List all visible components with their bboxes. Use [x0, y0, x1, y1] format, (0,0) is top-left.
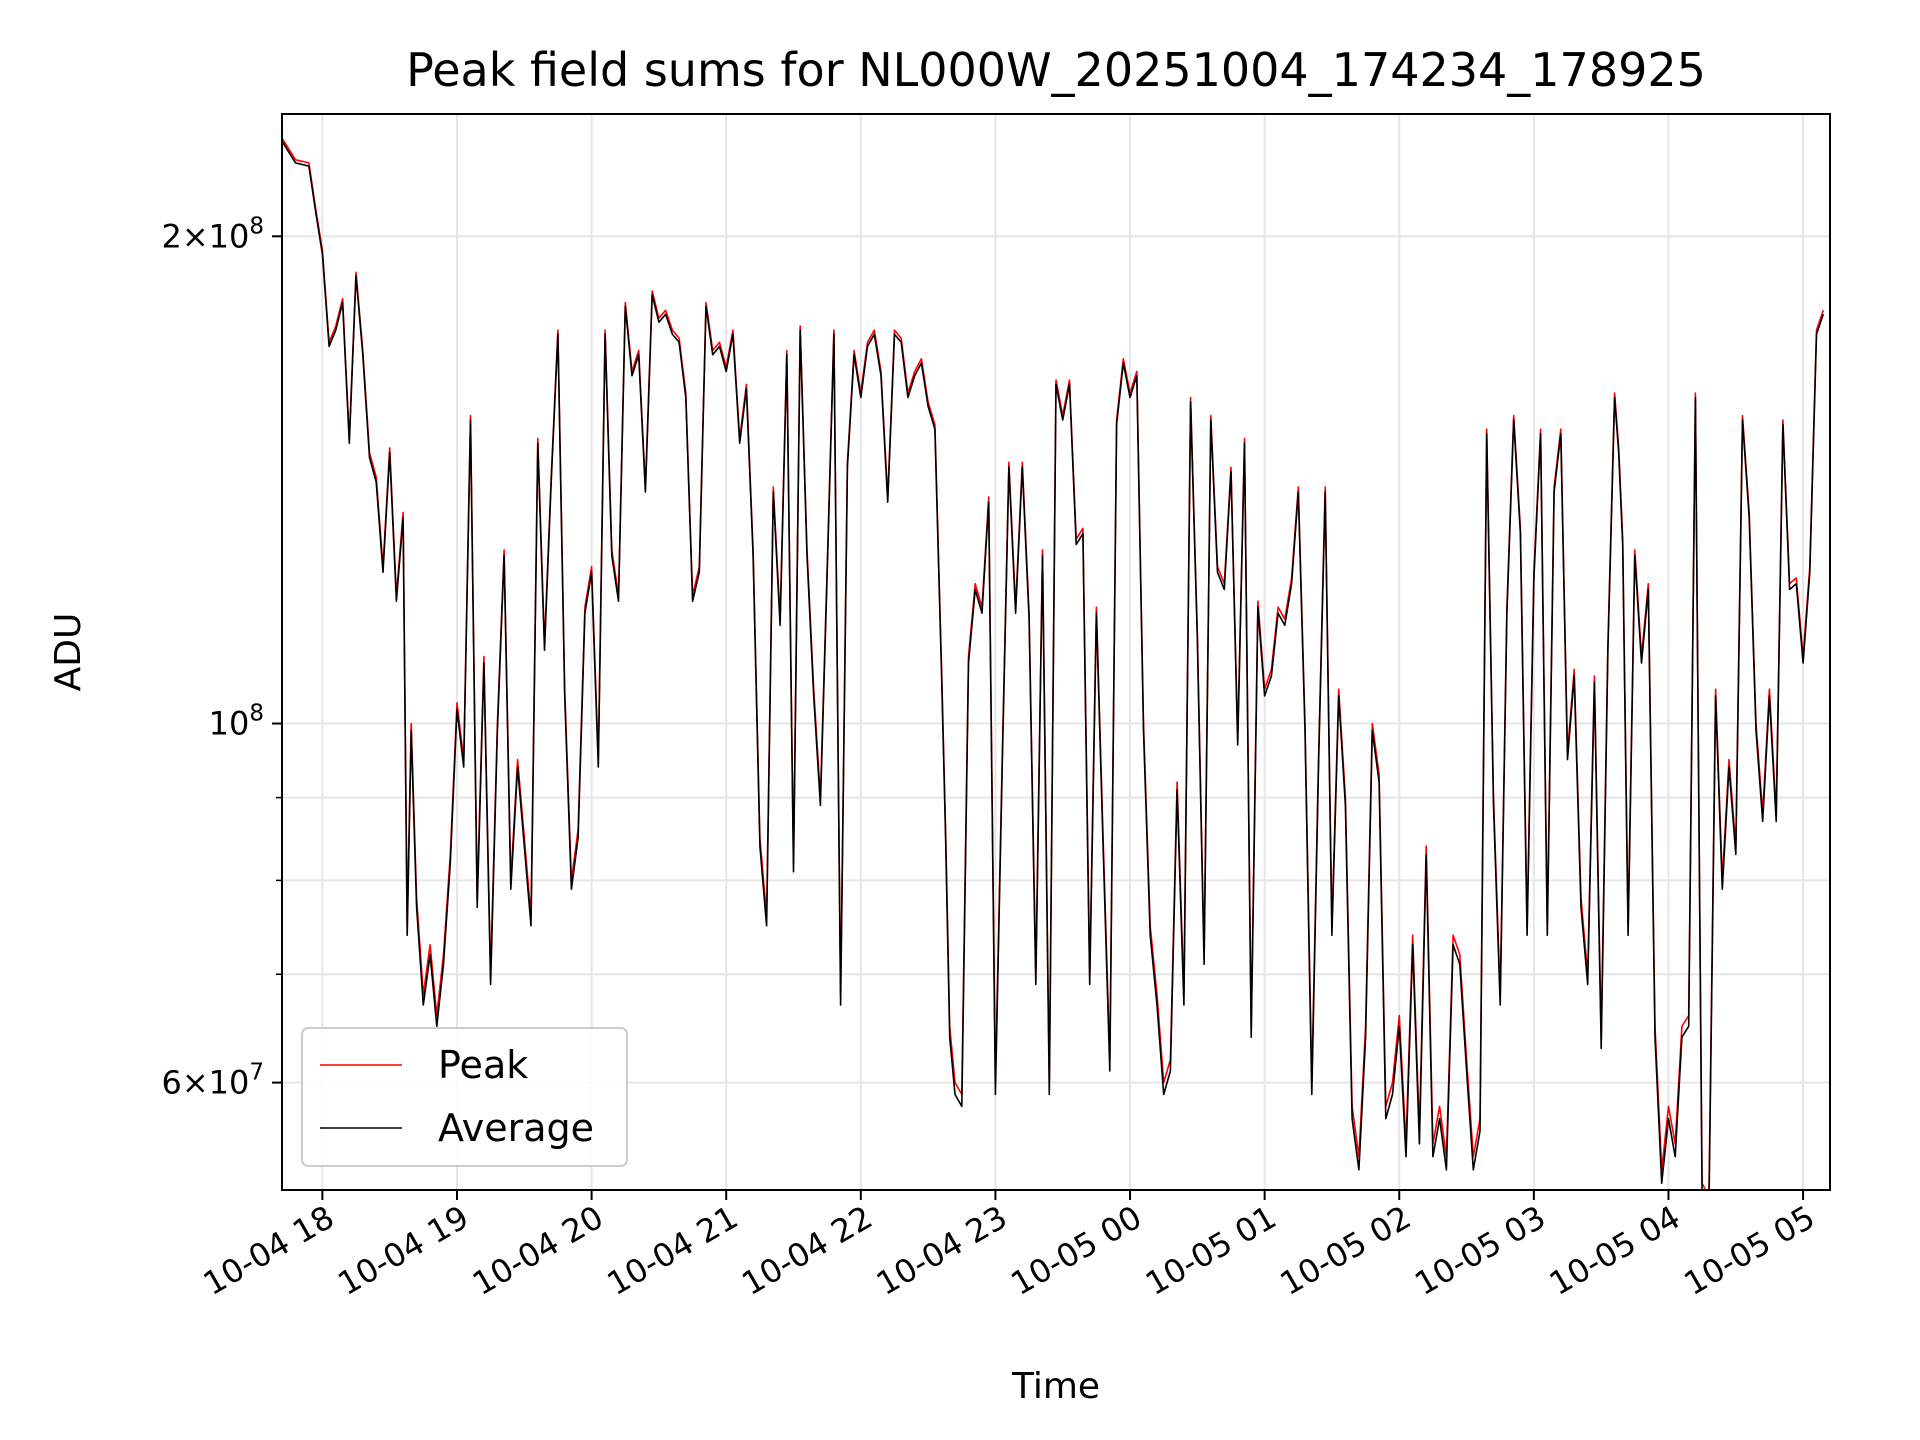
x-axis-label: Time	[1011, 1366, 1100, 1407]
y-tick-label: 108	[209, 701, 264, 743]
legend-peak-label: Peak	[438, 1043, 528, 1087]
plot-area	[282, 137, 1825, 1190]
grid	[282, 114, 1830, 1190]
y-axis-label: ADU	[48, 613, 89, 692]
legend-average-label: Average	[438, 1106, 594, 1150]
chart-title: Peak field sums for NL000W_20251004_1742…	[406, 43, 1706, 97]
y-tick-label: 2×108	[161, 213, 264, 255]
legend-box	[301, 1027, 628, 1167]
series-average-line	[282, 140, 1825, 1190]
legend: Peak Average	[301, 1027, 628, 1167]
plot-frame	[281, 113, 1831, 1191]
y-tick-label: 6×107	[161, 1060, 264, 1102]
y-axis: 6×107 108 2×108	[161, 213, 282, 1102]
